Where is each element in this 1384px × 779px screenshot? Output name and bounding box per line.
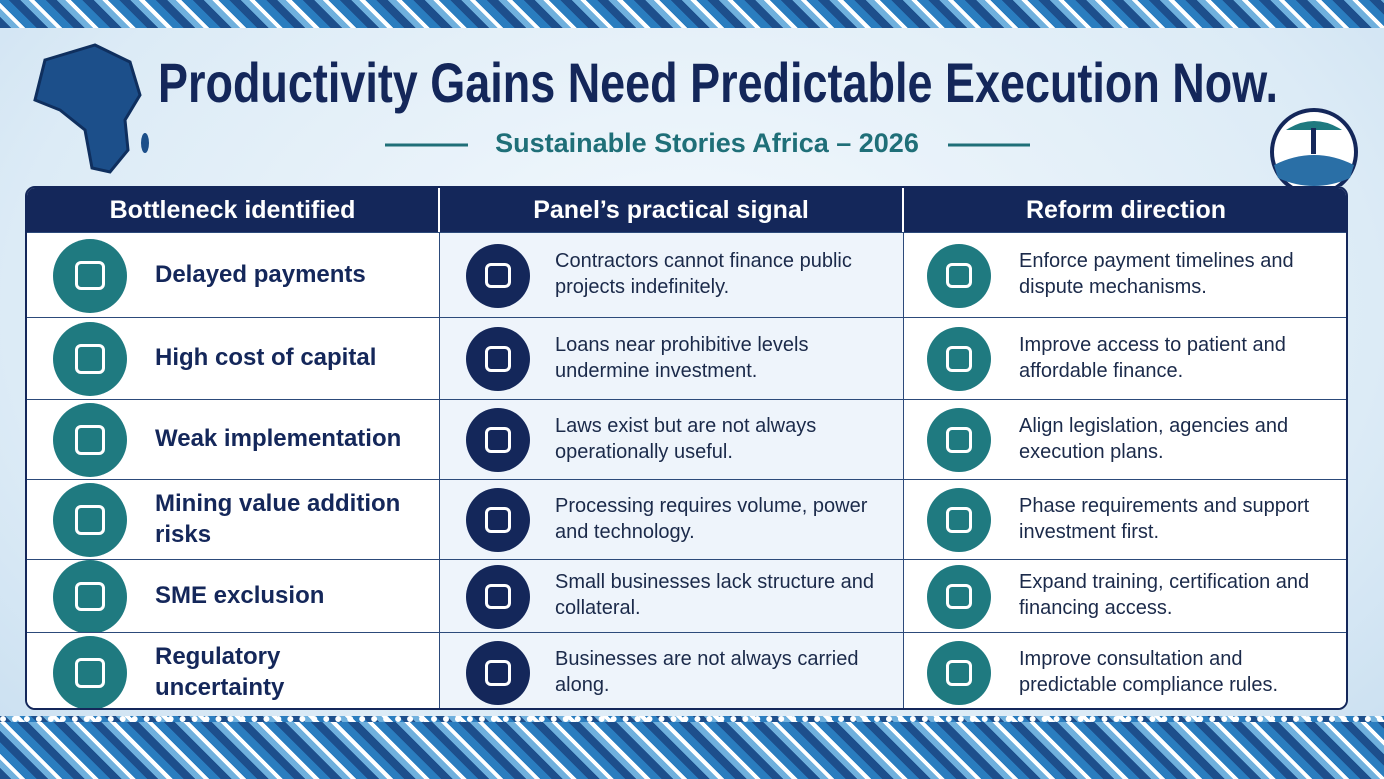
signal: Loans near prohibitive levels undermine … [555, 333, 809, 382]
signal: Contractors cannot finance public projec… [555, 250, 852, 298]
bottleneck: Regulatory uncertainty [155, 642, 285, 701]
icon [53, 483, 127, 557]
table-cell: Mining value addition risks [27, 479, 440, 559]
signal: Processing requires volume, power and te… [555, 494, 868, 543]
table-cell: Align legislation, agencies and executio… [904, 399, 1346, 479]
icon [927, 641, 991, 705]
icon [466, 243, 530, 308]
logo-hills [1274, 155, 1354, 186]
icon [53, 636, 127, 708]
table-cell: Loans near prohibitive levels undermine … [440, 317, 904, 399]
table-cell: Processing requires volume, power and te… [440, 479, 904, 559]
table-cell: Laws exist but are not always operationa… [440, 399, 904, 479]
icon [927, 243, 991, 308]
reform: Phase requirements and support investmen… [1019, 494, 1310, 543]
table-cell: Expand training, certification and finan… [904, 559, 1346, 632]
column-header: Panel’s practical signal [440, 188, 904, 232]
reform: Enforce payment timelines and dispute me… [1019, 250, 1294, 298]
icon [927, 488, 991, 552]
table-cell: Small businesses lack structure and coll… [440, 559, 904, 632]
icon [53, 559, 127, 634]
column-header: Reform direction [904, 188, 1346, 232]
table-cell: SME exclusion [27, 559, 440, 634]
table-cell: Contractors cannot finance public projec… [440, 232, 904, 317]
table-cell: Regulatory uncertainty [27, 632, 440, 708]
title: Productivity Gains Need Predictable Exec… [158, 51, 1278, 114]
icon [927, 408, 991, 472]
icon [466, 641, 530, 705]
table-cell: Businesses are not always carried along. [440, 632, 904, 708]
bottleneck: Delayed payments [155, 260, 366, 288]
icon [927, 564, 991, 629]
icon [466, 564, 530, 629]
signal: Businesses are not always carried along. [555, 647, 859, 696]
signal: Small businesses lack structure and coll… [555, 571, 875, 619]
logo-tree [1286, 121, 1342, 130]
subtitle: Sustainable Stories Africa – 2026 [495, 128, 919, 158]
pattern-band [0, 716, 1384, 779]
bottleneck: High cost of capital [155, 344, 377, 372]
table-cell: Improve access to patient and affordable… [904, 317, 1346, 399]
bottleneck: Weak implementation [155, 425, 402, 453]
pattern-band [0, 0, 1384, 28]
reform: Align legislation, agencies and executio… [1019, 414, 1289, 463]
signal: Laws exist but are not always operationa… [555, 414, 817, 463]
table: Bottleneck identified Panel’s practical s… [25, 186, 1348, 710]
table-cell: Improve consultation and predictable com… [904, 632, 1346, 708]
table-cell: High cost of capital [27, 317, 440, 399]
icon [53, 403, 127, 477]
reform: Improve consultation and predictable com… [1019, 647, 1279, 696]
column-header: Bottleneck identified [27, 188, 440, 232]
icon [466, 408, 530, 472]
bottleneck: SME exclusion [155, 581, 325, 609]
reform: Improve access to patient and affordable… [1019, 333, 1286, 382]
madagascar [141, 133, 149, 153]
reform: Expand training, certification and finan… [1019, 571, 1310, 619]
table-cell: Phase requirements and support investmen… [904, 479, 1346, 559]
icon [927, 327, 991, 391]
table-cell: Weak implementation [27, 399, 440, 479]
icon [466, 327, 530, 391]
header: Productivity Gains Need Predictable Exec… [33, 43, 1358, 186]
logo-trunk [1311, 128, 1316, 154]
table-cell: Enforce payment timelines and dispute me… [904, 232, 1346, 317]
table-cell: Delayed payments [27, 232, 440, 317]
icon [466, 488, 530, 552]
icon [53, 238, 127, 313]
africa-map [33, 43, 142, 174]
bottleneck: Mining value addition risks [155, 489, 401, 548]
icon [53, 322, 127, 396]
